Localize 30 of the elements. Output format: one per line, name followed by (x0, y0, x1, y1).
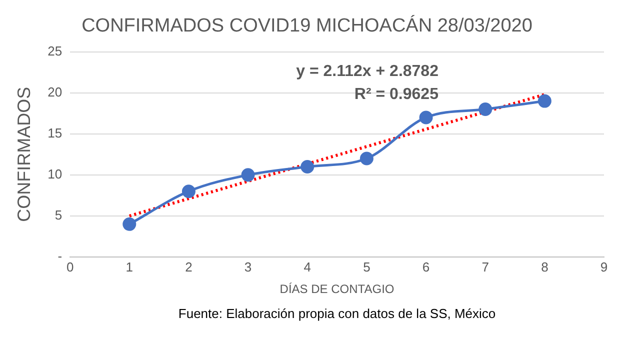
annotation: R² = 0.9625 (354, 86, 439, 104)
point (182, 184, 196, 198)
x-tick-label: 4 (304, 259, 311, 274)
x-tick-label: 6 (422, 259, 430, 274)
x-tick-label: 3 (244, 259, 252, 274)
point (419, 110, 433, 124)
x-tick-label: 0 (66, 259, 74, 274)
x-tick-label: 5 (363, 259, 370, 274)
y-tick-label: 10 (48, 166, 62, 182)
x-axis-title: DÍAS DE CONTAGIO (280, 282, 394, 296)
x-tick-label: 9 (600, 259, 608, 274)
chart-title: CONFIRMADOS COVID19 MICHOACÁN 28/03/2020 (82, 14, 532, 37)
y-tick-label: - (58, 248, 62, 264)
y-tick-label: 5 (54, 208, 62, 223)
x-tick-label: 2 (185, 259, 192, 274)
y-tick-label: 25 (48, 43, 62, 58)
point (360, 152, 374, 166)
x-tick-label: 7 (482, 259, 489, 274)
point (241, 168, 255, 182)
point (538, 94, 552, 108)
point (122, 217, 136, 231)
source-note: Fuente: Elaboración propia con datos de la SS, México (178, 306, 496, 322)
y-tick-label: 15 (48, 125, 62, 140)
y-axis-title: CONFIRMADOS (14, 86, 34, 222)
x-tick-label: 1 (126, 259, 134, 274)
point (300, 160, 314, 174)
y-tick-label: 20 (48, 84, 62, 100)
annotation: y = 2.112x + 2.8782 (296, 63, 439, 80)
point (478, 102, 492, 116)
x-tick-label: 8 (541, 259, 548, 274)
